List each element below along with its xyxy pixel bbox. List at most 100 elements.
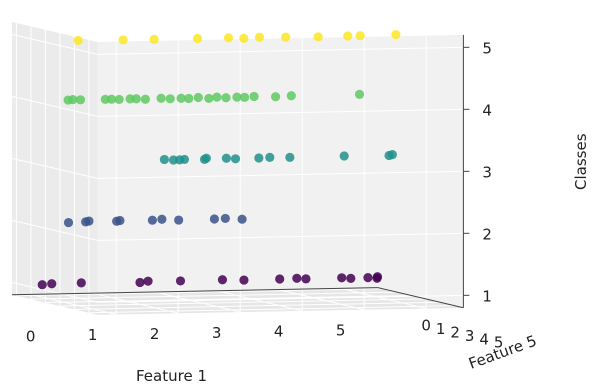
y-tick-label: 5: [494, 334, 504, 352]
data-point: [149, 34, 159, 44]
grid-line: [11, 281, 98, 303]
data-point: [184, 93, 194, 104]
data-point: [230, 154, 241, 164]
x-tick-label: 5: [336, 321, 346, 339]
data-point: [271, 92, 281, 102]
data-point: [292, 273, 302, 283]
data-point: [192, 33, 203, 44]
y-tick-label: 1: [436, 320, 446, 338]
grid-line: [97, 294, 464, 303]
z-tick-label: 4: [482, 101, 492, 119]
data-point: [346, 273, 356, 283]
grid-line: [97, 232, 464, 241]
y-tick-label: 0: [421, 317, 431, 335]
data-point: [249, 91, 259, 102]
grid-line: [11, 219, 98, 241]
y-axis-line: [377, 287, 464, 309]
data-point: [156, 93, 166, 103]
data-point: [63, 217, 74, 228]
x-tick-label: 2: [150, 325, 160, 343]
data-point: [301, 274, 311, 284]
x-axis-line: [12, 287, 378, 296]
grid-line: [45, 294, 412, 304]
y-tick-label: 4: [479, 330, 489, 348]
data-point: [157, 214, 167, 224]
data-point: [114, 94, 124, 105]
data-point: [176, 93, 186, 103]
data-point: [265, 152, 275, 162]
data-point: [174, 215, 184, 225]
data-point: [143, 276, 153, 286]
data-point: [118, 35, 128, 45]
grid-line: [97, 170, 464, 179]
data-point: [165, 94, 175, 104]
data-points: [37, 30, 401, 290]
data-point: [343, 31, 353, 41]
data-point: [275, 274, 285, 284]
data-point: [147, 215, 157, 225]
data-point: [201, 153, 211, 163]
data-point: [175, 276, 186, 286]
x-tick-label: 4: [274, 323, 284, 341]
data-point: [232, 92, 242, 102]
grid-line: [216, 290, 303, 312]
grid-line: [97, 46, 464, 55]
grid-line: [30, 291, 397, 300]
z-axis-label: Classes: [572, 133, 590, 190]
z-tick-label: 2: [482, 225, 492, 243]
data-point: [140, 94, 150, 104]
grid-line: [11, 33, 98, 55]
x-tick-label: 0: [26, 327, 36, 345]
data-point: [179, 154, 190, 165]
data-point: [239, 33, 249, 43]
data-point: [84, 216, 94, 226]
data-point: [115, 215, 125, 226]
grid-line: [88, 305, 455, 314]
y-tick-label: 3: [465, 327, 475, 345]
data-point: [221, 93, 231, 103]
data-point: [221, 153, 231, 163]
grid-line: [59, 298, 426, 307]
grid-line: [92, 292, 179, 314]
data-point: [339, 151, 349, 161]
grid-line: [16, 288, 383, 297]
data-point: [204, 93, 214, 104]
data-point: [212, 92, 222, 102]
grid-line: [74, 301, 441, 310]
x-axis-label: Feature 1: [136, 367, 207, 385]
data-point: [131, 94, 141, 104]
data-point: [76, 278, 86, 288]
z-tick-label: 1: [482, 287, 492, 305]
data-point: [47, 279, 57, 289]
data-point: [281, 32, 291, 42]
grid-lines: [11, 22, 464, 315]
data-point: [237, 214, 247, 224]
x-tick-label: 3: [212, 324, 222, 342]
data-point: [354, 89, 365, 99]
data-point: [387, 150, 397, 160]
data-point: [223, 33, 234, 43]
data-point: [239, 275, 249, 285]
grid-line: [340, 287, 427, 309]
data-point: [135, 277, 145, 288]
data-point: [363, 273, 373, 283]
data-point: [254, 32, 265, 42]
data-point: [372, 272, 383, 282]
data-point: [68, 94, 78, 105]
grid-line: [278, 289, 365, 311]
data-point: [355, 31, 365, 41]
data-point: [220, 213, 230, 224]
data-point: [73, 35, 83, 46]
axes-panes: [12, 21, 464, 315]
data-point: [254, 153, 264, 163]
data-point: [159, 154, 169, 165]
data-point: [286, 91, 296, 101]
grid-line: [154, 291, 241, 313]
data-point: [313, 32, 323, 42]
data-point: [106, 94, 117, 104]
grid-line: [11, 95, 98, 117]
data-point: [193, 92, 203, 103]
data-point: [209, 214, 219, 224]
